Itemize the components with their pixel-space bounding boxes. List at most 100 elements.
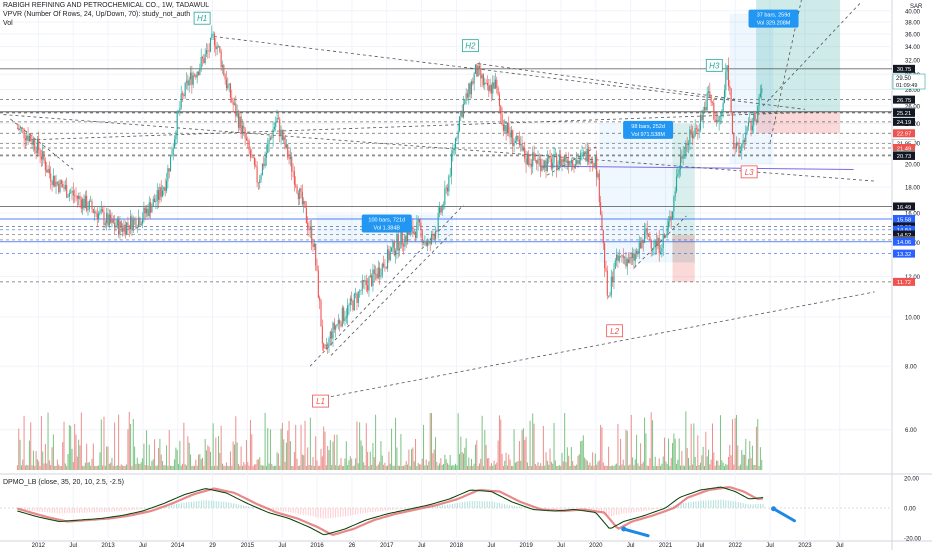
candle-body (418, 219, 421, 223)
oscillator-histogram-bar (175, 504, 177, 508)
volume-bar (470, 458, 472, 470)
candle-body (723, 90, 726, 104)
candle-body (446, 187, 449, 192)
candle-body (193, 75, 196, 76)
oscillator-histogram-bar (392, 508, 394, 510)
volume-bar (530, 466, 532, 470)
oscillator-histogram-bar (143, 508, 145, 510)
candle-body (665, 235, 667, 237)
candle-body (305, 207, 307, 223)
candle-body (177, 110, 180, 113)
volume-bar (452, 464, 454, 470)
volume-bar (689, 465, 691, 470)
candle-body (465, 93, 467, 101)
volume-bar (424, 465, 426, 470)
candle-body (426, 242, 429, 246)
volume-bar (506, 465, 508, 470)
volume-bar (71, 448, 73, 470)
candle-body (733, 133, 735, 148)
volume-bar (251, 434, 253, 470)
volume-bar (698, 465, 700, 470)
oscillator-histogram-bar (523, 507, 525, 508)
candle-body (90, 200, 92, 202)
oscillator-histogram-bar (29, 508, 31, 511)
candle-body (761, 88, 763, 94)
oscillator-histogram-bar (660, 508, 662, 509)
volume-bar (245, 439, 247, 470)
candle-body (351, 298, 353, 301)
volume-bar (331, 464, 333, 470)
volume-bar (428, 461, 430, 470)
candle-body (379, 267, 381, 277)
volume-bar (16, 465, 18, 470)
volume-bar (257, 459, 259, 470)
volume-bar (180, 465, 182, 470)
volume-bar (753, 464, 755, 470)
oscillator-histogram-bar (31, 508, 33, 511)
volume-bar (751, 445, 753, 470)
oscillator-histogram-bar (581, 508, 583, 509)
volume-bar (215, 437, 217, 470)
trendline (10, 118, 74, 170)
candle-body (38, 138, 40, 150)
oscillator-histogram-bar (486, 501, 488, 508)
oscillator-histogram-bar (700, 500, 702, 508)
volume-bar (589, 462, 591, 470)
volume-bar (170, 465, 172, 470)
volume-bar (729, 444, 731, 470)
volume-bar (722, 462, 724, 470)
oscillator-histogram-bar (546, 508, 548, 509)
candle-body (252, 157, 254, 158)
volume-bar (336, 434, 338, 470)
oscillator-histogram-bar (228, 502, 230, 508)
candle-body (709, 91, 711, 98)
volume-bar (625, 429, 627, 470)
candle-body (470, 81, 473, 95)
candle-body (602, 229, 604, 244)
candle-body (128, 225, 130, 230)
candle-body (754, 112, 756, 121)
volume-bar (127, 429, 129, 470)
volume-bar (126, 464, 128, 470)
candle-body (457, 131, 459, 138)
candle-body (31, 141, 33, 145)
oscillator-histogram-bar (630, 508, 632, 513)
candle-body (211, 34, 213, 38)
volume-bar (381, 455, 383, 470)
candle-body (363, 280, 365, 282)
volume-bar (427, 465, 429, 470)
volume-bar (316, 460, 318, 470)
trendline (309, 204, 464, 367)
candle-body (486, 82, 489, 86)
volume-bar (186, 465, 188, 470)
oscillator-histogram-bar (335, 508, 337, 518)
oscillator-histogram-bar (645, 508, 647, 511)
volume-bar (151, 460, 153, 470)
oscillator-histogram-bar (64, 508, 66, 514)
volume-bar (35, 451, 37, 470)
oscillator-histogram-bar (320, 508, 322, 519)
volume-bar (686, 447, 688, 470)
volume-bar (260, 465, 262, 470)
candle-body (738, 145, 740, 153)
oscillator-histogram-bar (312, 508, 314, 517)
volume-bar (585, 459, 587, 470)
candle-body (373, 269, 375, 274)
candle-body (87, 209, 89, 211)
volume-bar (692, 464, 694, 470)
volume-bar (276, 452, 278, 470)
candle-body (550, 158, 552, 169)
candle-body (565, 156, 567, 163)
volume-bar (148, 444, 150, 470)
candle-body (714, 119, 716, 122)
oscillator-histogram-bar (387, 508, 389, 511)
candle-body (67, 196, 69, 198)
oscillator-histogram-bar (96, 508, 98, 513)
candle-body (344, 318, 346, 322)
oscillator-histogram-bar (367, 508, 369, 513)
volume-bar (723, 465, 725, 470)
candle-body (136, 226, 138, 229)
candle-body (384, 266, 386, 268)
volume-bar (34, 465, 36, 470)
